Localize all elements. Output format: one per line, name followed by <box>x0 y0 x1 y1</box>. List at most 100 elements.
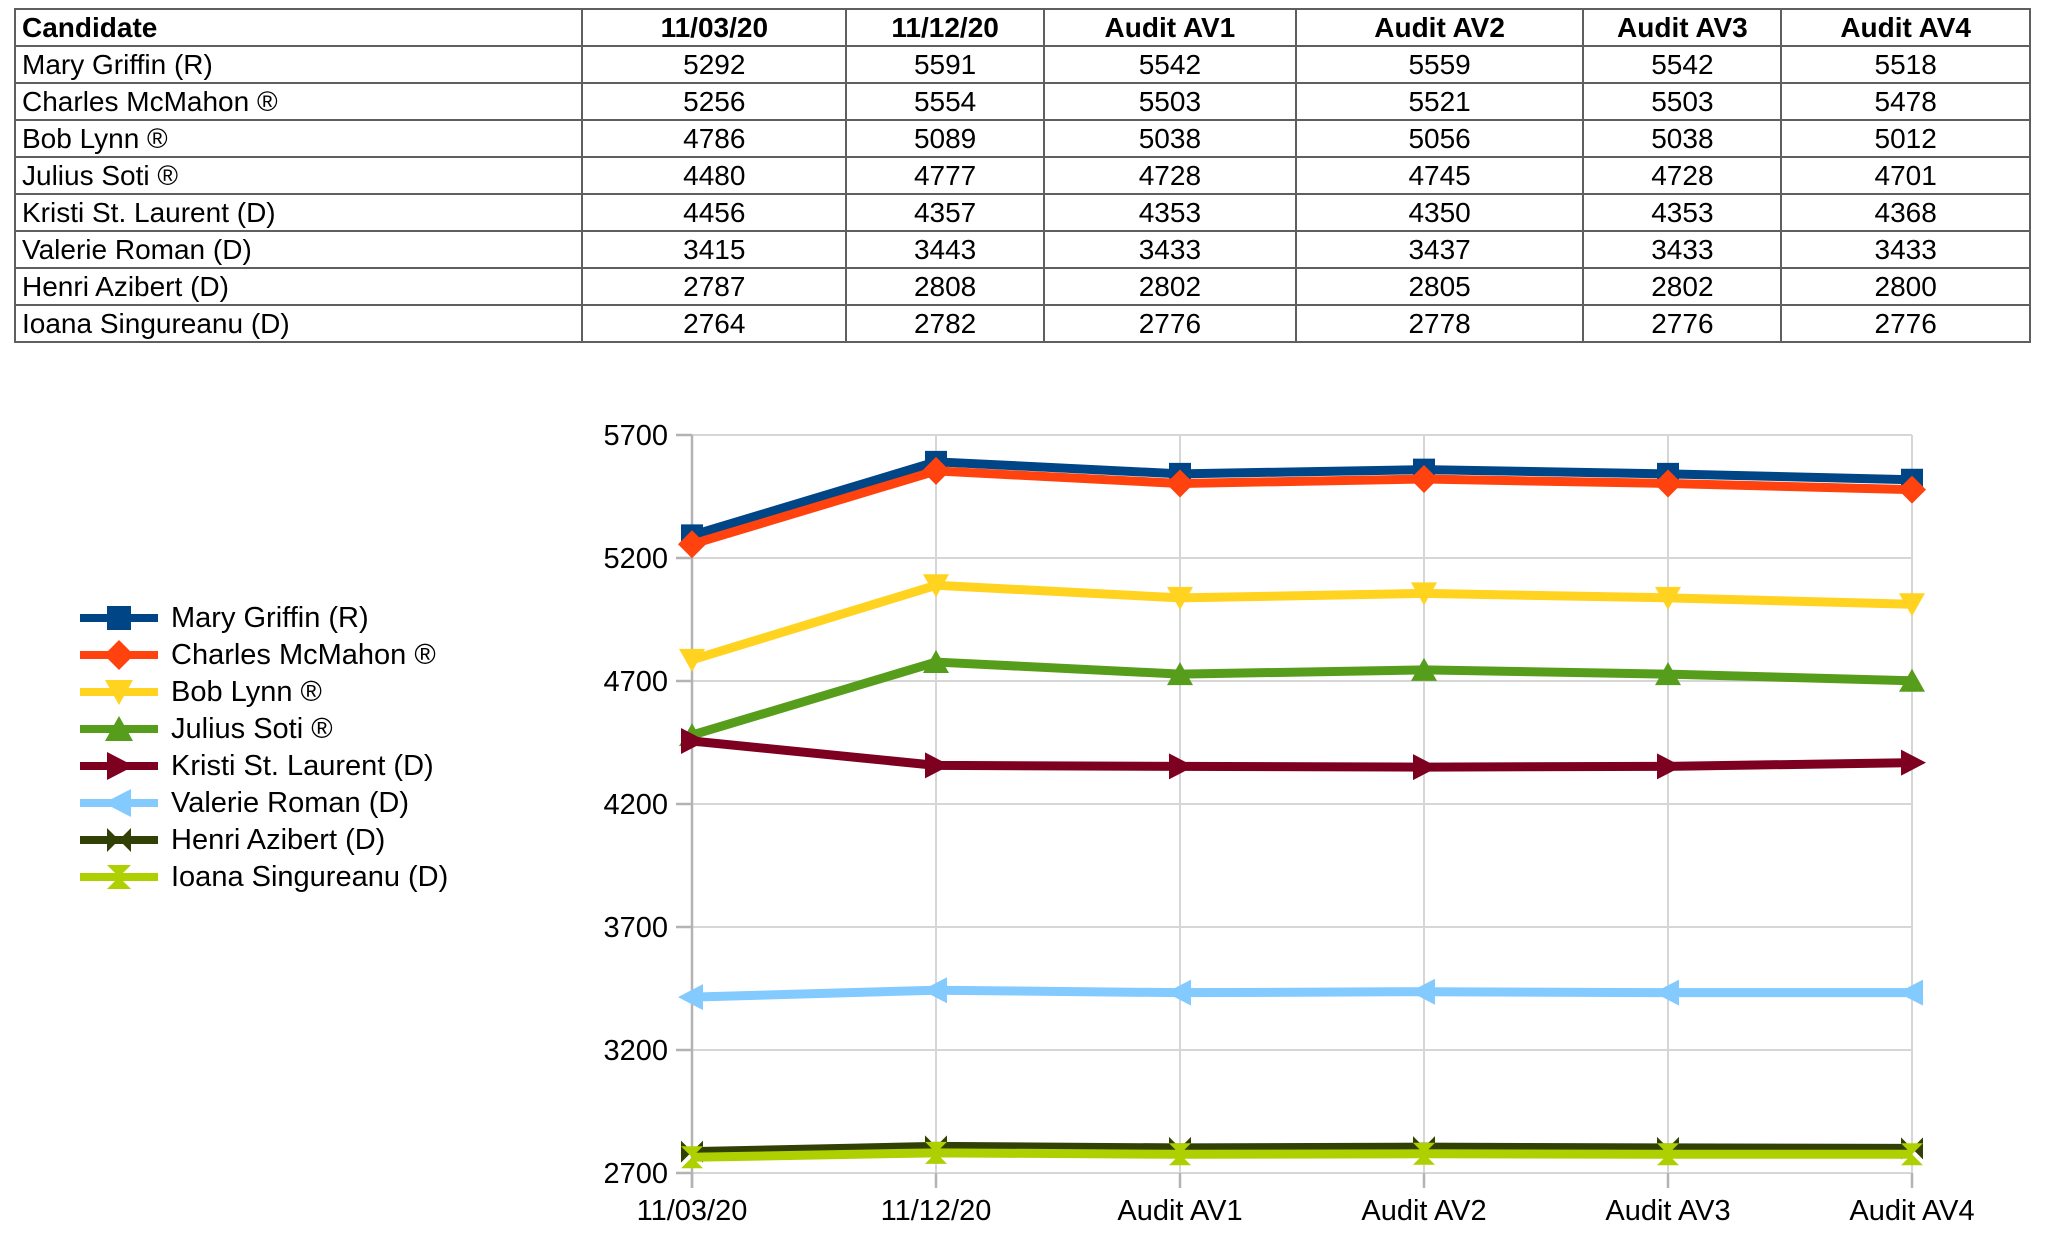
table-row: Valerie Roman (D) 3415 3443 3433 3437 3433 343… <box>13 230 2031 269</box>
series-marker-tri-right <box>1901 749 1926 776</box>
series-marker-tri-left <box>1898 979 1923 1006</box>
table-row: Julius Soti ® 4480 4777 4728 4745 4728 4701 <box>13 156 2031 195</box>
table-row: Mary Griffin (R) 5292 5591 5542 5559 5542 5518 <box>13 45 2031 84</box>
vote-count-cell: 3433 <box>1043 230 1297 269</box>
candidate-name-cell: Mary Griffin (R) <box>13 45 584 84</box>
series-line-ioana-singureanu-d- <box>691 1148 1912 1162</box>
vote-count-cell: 2776 <box>1043 304 1297 343</box>
series-marker-tri-right <box>925 752 950 779</box>
series-marker-tri-left <box>678 984 703 1011</box>
vote-count-cell: 2764 <box>581 304 848 343</box>
x-tick-label: Audit AV3 <box>1605 1195 1730 1227</box>
tri-left-legend-icon <box>80 788 158 817</box>
vote-count-cell: 5591 <box>845 45 1046 84</box>
series-marker-diamond <box>1410 465 1438 494</box>
series-marker-hourglass <box>1901 1143 1923 1166</box>
legend-item: Valerie Roman (D) <box>80 784 448 821</box>
series-marker-diamond <box>1166 469 1194 498</box>
x-tick-label: Audit AV4 <box>1849 1195 1974 1227</box>
y-tick-label: 2700 <box>603 1158 668 1190</box>
series-marker-hourglass <box>681 1146 703 1169</box>
series-marker-diamond <box>1898 475 1926 504</box>
vote-count-cell: 5056 <box>1294 119 1585 158</box>
y-tick-label: 5200 <box>603 543 668 575</box>
vote-count-cell: 5542 <box>1043 45 1297 84</box>
column-header-candidate: Candidate <box>13 8 584 47</box>
vote-count-cell: 2802 <box>1582 267 1783 306</box>
vote-count-cell: 4728 <box>1043 156 1297 195</box>
legend-item: Julius Soti ® <box>80 710 448 747</box>
series-line-bob-lynn- <box>690 580 1913 665</box>
vote-count-cell: 5503 <box>1582 82 1783 121</box>
table-row: Bob Lynn ® 4786 5089 5038 5056 5038 5012 <box>13 119 2031 158</box>
legend-item: Mary Griffin (R) <box>80 599 448 636</box>
series-marker-hourglass <box>1413 1142 1435 1165</box>
series-marker-tri-up <box>923 650 949 674</box>
vote-count-cell: 2778 <box>1294 304 1585 343</box>
candidate-name-cell: Charles McMahon ® <box>13 82 584 121</box>
vote-count-cell: 5038 <box>1043 119 1297 158</box>
series-marker-tri-down <box>1899 593 1925 617</box>
series-marker-tri-down <box>1167 586 1193 610</box>
series-marker-tri-right <box>1169 753 1194 780</box>
column-header: Audit AV4 <box>1780 8 2031 47</box>
table-row: Ioana Singureanu (D) 2764 2782 2776 2778 2776… <box>13 304 2031 343</box>
series-line-valerie-roman-d- <box>691 985 1912 1002</box>
series-line-henri-azibert-d- <box>691 1141 1913 1157</box>
y-tick-label: 4200 <box>603 789 668 821</box>
x-tick-label: 11/03/20 <box>637 1195 748 1227</box>
y-tick-label: 3200 <box>603 1035 668 1067</box>
candidate-name-cell: Henri Azibert (D) <box>13 267 584 306</box>
table-row: Kristi St. Laurent (D) 4456 4357 4353 4350 43… <box>13 193 2031 232</box>
series-marker-tri-right <box>1657 753 1682 780</box>
series-marker-tri-down <box>1411 582 1437 606</box>
series-line-julius-soti- <box>690 657 1913 740</box>
table-header-row: Candidate 11/03/20 11/12/20 Audit AV1 Audit … <box>13 8 2031 47</box>
x-tick-label: Audit AV1 <box>1117 1195 1242 1227</box>
series-marker-tri-up <box>1655 662 1681 686</box>
square-legend-icon <box>80 605 158 630</box>
vote-count-cell: 4745 <box>1294 156 1585 195</box>
vote-count-cell: 5038 <box>1582 119 1783 158</box>
series-marker-tri-up <box>1167 662 1193 686</box>
legend-item: Ioana Singureanu (D) <box>80 858 448 895</box>
vote-count-cell: 4353 <box>1043 193 1297 232</box>
legend-label: Valerie Roman (D) <box>171 786 409 819</box>
series-marker-tri-down <box>923 574 949 598</box>
column-header: 11/12/20 <box>845 8 1046 47</box>
table-row: Charles McMahon ® 5256 5554 5503 5521 5503 547… <box>13 82 2031 121</box>
series-marker-tri-up <box>1411 657 1437 681</box>
vote-count-cell: 5521 <box>1294 82 1585 121</box>
column-header: Audit AV3 <box>1582 8 1783 47</box>
vote-count-cell: 4368 <box>1780 193 2031 232</box>
legend-label: Henri Azibert (D) <box>171 823 386 856</box>
legend-label: Kristi St. Laurent (D) <box>171 749 434 782</box>
y-tick-label: 3700 <box>603 912 668 944</box>
candidate-name-cell: Valerie Roman (D) <box>13 230 584 269</box>
vote-count-cell: 3433 <box>1780 230 2031 269</box>
tri-down-legend-icon <box>80 679 158 705</box>
candidate-name-cell: Bob Lynn ® <box>13 119 584 158</box>
vote-count-cell: 4357 <box>845 193 1046 232</box>
series-marker-tri-left <box>1166 979 1191 1006</box>
vote-count-cell: 5089 <box>845 119 1046 158</box>
y-tick-label: 5700 <box>603 420 668 452</box>
tri-up-legend-icon <box>80 715 158 741</box>
vote-count-cell: 5292 <box>581 45 848 84</box>
candidate-name-cell: Kristi St. Laurent (D) <box>13 193 584 232</box>
vote-count-cell: 2800 <box>1780 267 2031 306</box>
vote-count-cell: 5012 <box>1780 119 2031 158</box>
series-marker-hourglass <box>925 1141 947 1164</box>
vote-count-cell: 5503 <box>1043 82 1297 121</box>
vote-count-cell: 3443 <box>845 230 1046 269</box>
vote-count-cell: 5559 <box>1294 45 1585 84</box>
vote-count-cell: 5554 <box>845 82 1046 121</box>
table-body: Mary Griffin (R) 5292 5591 5542 5559 5542 5518… <box>13 45 2031 343</box>
candidate-name-cell: Julius Soti ® <box>13 156 584 195</box>
candidate-name-cell: Ioana Singureanu (D) <box>13 304 584 343</box>
series-marker-tri-left <box>922 977 947 1004</box>
vote-count-cell: 4350 <box>1294 193 1585 232</box>
legend-label: Mary Griffin (R) <box>171 601 369 634</box>
legend-item: Henri Azibert (D) <box>80 821 448 858</box>
